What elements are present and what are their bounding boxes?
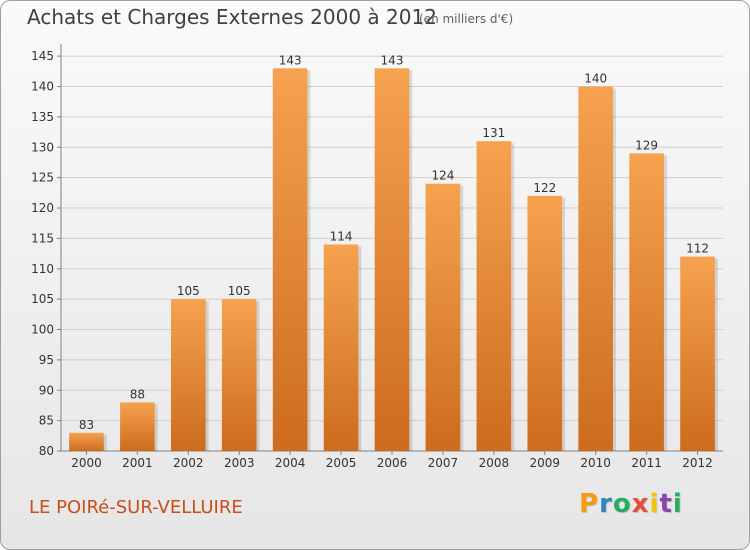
logo-letter: r <box>599 489 613 519</box>
bar <box>120 402 155 451</box>
x-tick-label: 2000 <box>71 456 102 470</box>
data-label: 114 <box>330 229 353 243</box>
logo-letter: t <box>659 489 673 519</box>
data-label: 131 <box>482 126 505 140</box>
y-tick-label: 145 <box>31 49 54 63</box>
bar <box>629 153 664 452</box>
x-tick-label: 2005 <box>326 456 357 470</box>
y-tick-label: 130 <box>31 140 54 154</box>
data-label: 88 <box>130 387 145 401</box>
y-tick-label: 80 <box>39 444 54 458</box>
bar <box>476 141 512 451</box>
logo-letter: i <box>649 489 660 519</box>
proxiti-logo: Proxiti <box>579 489 683 519</box>
logo-letter: P <box>579 489 600 519</box>
bar <box>578 86 614 451</box>
bar <box>170 299 206 451</box>
data-label: 122 <box>533 181 556 195</box>
y-tick-label: 85 <box>39 414 54 428</box>
chart-title: Achats et Charges Externes 2000 à 2012 <box>27 5 437 29</box>
data-label: 143 <box>279 53 302 67</box>
bar <box>425 183 461 451</box>
x-tick-label: 2008 <box>479 456 510 470</box>
logo-letter: x <box>631 489 650 519</box>
y-tick-label: 90 <box>39 383 54 397</box>
chart-subtitle: (en milliers d'€) <box>419 12 514 26</box>
y-tick-label: 95 <box>39 353 54 367</box>
bar <box>374 68 410 451</box>
bars <box>69 68 718 452</box>
data-label: 124 <box>431 169 454 183</box>
x-tick-label: 2003 <box>224 456 255 470</box>
x-tick-label: 2009 <box>529 456 560 470</box>
data-label: 83 <box>79 418 94 432</box>
bar <box>221 299 257 451</box>
x-tick-label: 2002 <box>173 456 204 470</box>
x-tick-label: 2010 <box>580 456 611 470</box>
y-tick-label: 135 <box>31 110 54 124</box>
y-tick-label: 105 <box>31 292 54 306</box>
x-tick-label: 2004 <box>275 456 306 470</box>
x-tick-label: 2006 <box>377 456 408 470</box>
bar <box>272 68 308 451</box>
x-tick-label: 2001 <box>122 456 153 470</box>
bar <box>69 432 104 451</box>
y-tick-label: 140 <box>31 80 54 94</box>
bar <box>323 244 359 451</box>
data-label: 105 <box>228 284 251 298</box>
x-tick-label: 2007 <box>428 456 459 470</box>
y-tick-label: 100 <box>31 323 54 337</box>
y-tick-label: 125 <box>31 171 54 185</box>
data-labels: 83 2000 88 2001 105 2002 105 2003 143 2004 114 2005… <box>71 53 713 470</box>
y-tick-label: 110 <box>31 262 54 276</box>
bar <box>680 256 715 451</box>
data-label: 105 <box>177 284 200 298</box>
logo-letter: i <box>672 489 683 519</box>
data-label: 112 <box>686 242 709 256</box>
x-tick-label: 2011 <box>631 456 662 470</box>
y-tick-label: 120 <box>31 201 54 215</box>
bar <box>527 195 563 451</box>
y-tick-label: 115 <box>31 231 54 245</box>
location-name: LE POIRé-SUR-VELLUIRE <box>29 497 243 518</box>
data-label: 143 <box>381 53 404 67</box>
logo-letter: o <box>612 489 632 519</box>
data-label: 140 <box>584 72 607 86</box>
x-tick-label: 2012 <box>682 456 713 470</box>
data-label: 129 <box>635 138 658 152</box>
